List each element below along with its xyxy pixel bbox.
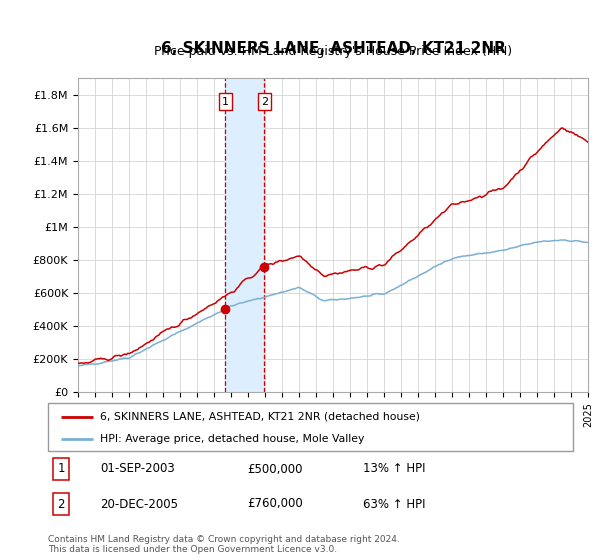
- Text: 13% ↑ HPI: 13% ↑ HPI: [363, 463, 425, 475]
- Title: 6, SKINNERS LANE, ASHTEAD, KT21 2NR: 6, SKINNERS LANE, ASHTEAD, KT21 2NR: [161, 41, 505, 57]
- Text: 63% ↑ HPI: 63% ↑ HPI: [363, 497, 425, 511]
- Text: 2: 2: [261, 96, 268, 106]
- Text: HPI: Average price, detached house, Mole Valley: HPI: Average price, detached house, Mole…: [101, 434, 365, 444]
- Text: 2: 2: [58, 497, 65, 511]
- Text: £500,000: £500,000: [248, 463, 303, 475]
- Text: £760,000: £760,000: [248, 497, 303, 511]
- Text: 1: 1: [222, 96, 229, 106]
- Text: 6, SKINNERS LANE, ASHTEAD, KT21 2NR (detached house): 6, SKINNERS LANE, ASHTEAD, KT21 2NR (det…: [101, 412, 421, 422]
- Text: Contains HM Land Registry data © Crown copyright and database right 2024.
This d: Contains HM Land Registry data © Crown c…: [48, 535, 400, 554]
- Text: Price paid vs. HM Land Registry's House Price Index (HPI): Price paid vs. HM Land Registry's House …: [154, 45, 512, 58]
- Bar: [226, 78, 265, 392]
- Text: 20-DEC-2005: 20-DEC-2005: [101, 497, 179, 511]
- Text: 01-SEP-2003: 01-SEP-2003: [101, 463, 175, 475]
- Text: 1: 1: [58, 463, 65, 475]
